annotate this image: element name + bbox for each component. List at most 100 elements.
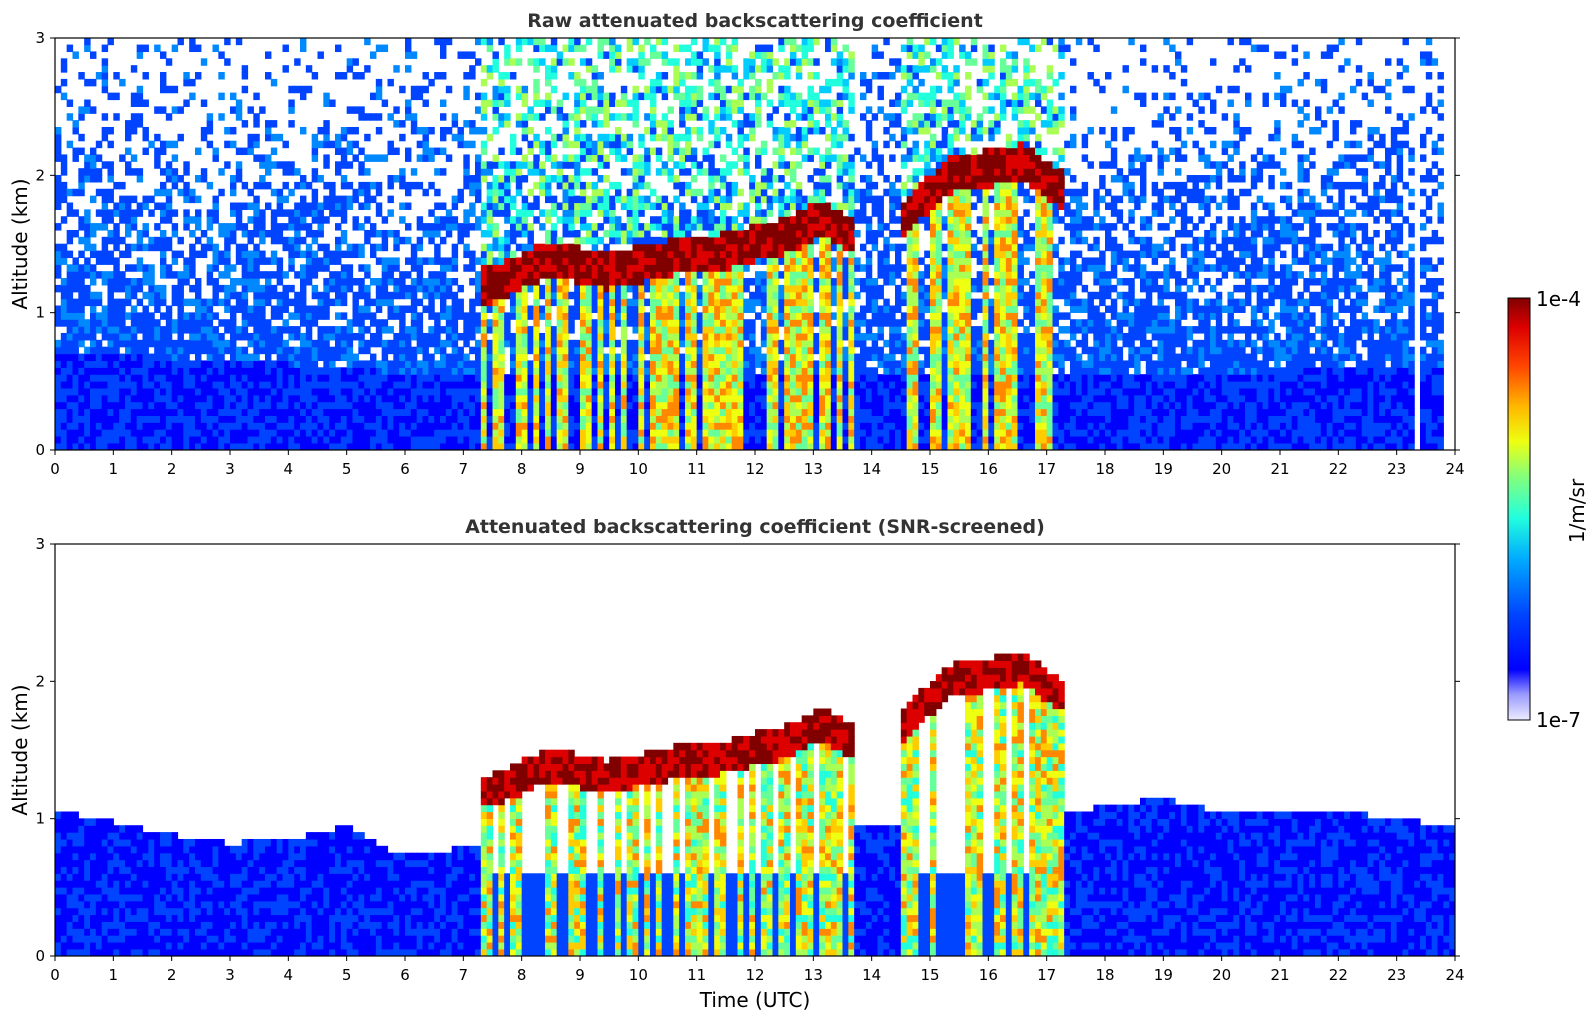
- heatmap-cell: [352, 154, 359, 162]
- heatmap-cell: [766, 353, 774, 362]
- heatmap-cell: [638, 278, 645, 286]
- heatmap-cell: [720, 305, 727, 313]
- heatmap-cell: [626, 188, 634, 197]
- heatmap-cell: [311, 154, 319, 162]
- heatmap-cell: [504, 113, 511, 121]
- heatmap-cell: [568, 429, 575, 437]
- heatmap-cell: [451, 264, 459, 272]
- heatmap-cell: [539, 250, 546, 259]
- heatmap-cell: [550, 422, 558, 430]
- heatmap-cell: [130, 209, 138, 217]
- heatmap-cell: [702, 209, 709, 217]
- heatmap-cell: [562, 319, 569, 327]
- heatmap-cell: [469, 250, 476, 259]
- heatmap-cell: [597, 284, 604, 293]
- heatmap-cell: [364, 387, 371, 396]
- heatmap-cell: [533, 326, 540, 334]
- heatmap-cell: [276, 415, 284, 423]
- heatmap-cell: [463, 264, 470, 272]
- heatmap-cell: [90, 374, 97, 382]
- heatmap-cell: [405, 154, 412, 162]
- heatmap-cell: [72, 381, 79, 389]
- heatmap-cell: [253, 346, 260, 355]
- heatmap-cell: [574, 367, 581, 375]
- heatmap-cell: [609, 312, 616, 320]
- heatmap-cell: [265, 353, 272, 362]
- heatmap-cell: [696, 264, 704, 272]
- heatmap-cell: [440, 113, 447, 121]
- heatmap-cell: [521, 305, 529, 313]
- heatmap-cell: [78, 408, 85, 416]
- heatmap-cell: [107, 415, 114, 423]
- heatmap-cell: [101, 442, 109, 450]
- heatmap-cell: [399, 312, 406, 320]
- heatmap-cell: [288, 332, 295, 341]
- heatmap-cell: [154, 353, 161, 362]
- heatmap-cell: [480, 271, 488, 279]
- heatmap-cell: [597, 401, 604, 410]
- heatmap-cell: [422, 305, 429, 313]
- heatmap-cell: [492, 271, 499, 279]
- heatmap-cell: [743, 113, 750, 121]
- heatmap-cell: [609, 284, 616, 293]
- heatmap-cell: [259, 422, 266, 430]
- heatmap-cell: [580, 147, 587, 156]
- heatmap-cell: [78, 394, 85, 403]
- heatmap-cell: [335, 257, 342, 265]
- heatmap-cell: [218, 223, 225, 231]
- heatmap-cell: [125, 120, 132, 128]
- heatmap-cell: [580, 250, 587, 259]
- heatmap-cell: [60, 353, 68, 362]
- heatmap-cell: [521, 291, 529, 300]
- heatmap-cell: [638, 401, 645, 410]
- heatmap-cell: [72, 346, 79, 355]
- heatmap-cell: [515, 381, 523, 389]
- heatmap-cell: [725, 346, 733, 355]
- heatmap-cell: [515, 326, 523, 334]
- heatmap-cell: [632, 38, 639, 46]
- heatmap-cell: [253, 243, 260, 252]
- heatmap-cell: [346, 202, 354, 210]
- heatmap-cell: [562, 120, 569, 128]
- heatmap-cell: [154, 332, 161, 341]
- heatmap-cell: [696, 353, 704, 362]
- heatmap-cell: [620, 85, 628, 94]
- heatmap-cell: [428, 429, 435, 437]
- heatmap-cell: [434, 202, 441, 210]
- heatmap-cell: [650, 250, 657, 259]
- heatmap-cell: [119, 435, 126, 444]
- heatmap-cell: [679, 72, 686, 80]
- heatmap-cell: [475, 126, 482, 135]
- heatmap-cell: [241, 250, 249, 259]
- heatmap-cell: [259, 415, 266, 423]
- heatmap-cell: [539, 223, 546, 231]
- heatmap-cell: [381, 422, 389, 430]
- heatmap-cell: [445, 154, 453, 162]
- heatmap-cell: [620, 113, 628, 121]
- heatmap-cell: [615, 408, 622, 416]
- heatmap-cell: [346, 422, 354, 430]
- heatmap-cell: [358, 415, 365, 423]
- heatmap-cell: [405, 202, 412, 210]
- heatmap-cell: [480, 250, 488, 259]
- heatmap-cell: [130, 353, 138, 362]
- heatmap-cell: [195, 236, 202, 245]
- heatmap-cell: [486, 346, 494, 355]
- heatmap-cell: [743, 161, 750, 169]
- heatmap-cell: [457, 229, 464, 238]
- heatmap-cell: [288, 188, 295, 197]
- heatmap-cell: [696, 92, 704, 101]
- heatmap-cell: [766, 305, 774, 313]
- heatmap-cell: [725, 257, 733, 265]
- heatmap-cell: [440, 346, 447, 355]
- heatmap-cell: [78, 387, 85, 396]
- heatmap-cell: [504, 319, 511, 327]
- heatmap-cell: [626, 387, 634, 396]
- heatmap-cell: [340, 312, 348, 320]
- heatmap-cell: [661, 38, 669, 46]
- heatmap-cell: [241, 202, 249, 210]
- heatmap-cell: [311, 271, 319, 279]
- heatmap-cell: [480, 161, 488, 169]
- heatmap-cell: [224, 319, 231, 327]
- heatmap-cell: [247, 257, 254, 265]
